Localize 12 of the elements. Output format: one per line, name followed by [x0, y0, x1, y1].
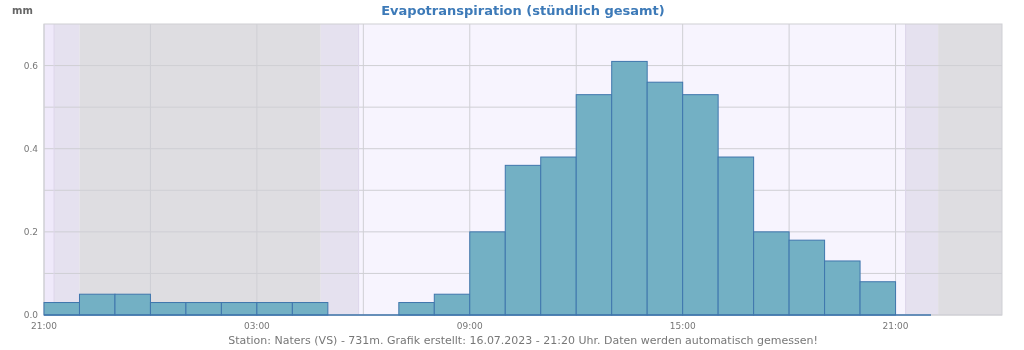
y-tick-label: 0.4 [23, 143, 39, 154]
y-tick-label: 0.0 [23, 310, 39, 321]
chart-title: Evapotranspiration (stündlich gesamt) [381, 3, 665, 18]
y-tick-label: 0.6 [23, 60, 39, 71]
y-axis-title: mm [12, 5, 33, 16]
x-tick-label: 15:00 [669, 321, 696, 331]
y-tick-label: 0.2 [23, 227, 38, 238]
x-tick-label: 03:00 [243, 321, 271, 331]
text: Station: Naters (VS) - 731m. Grafik erstellt: 16.07.2023 - 21:20 Uhr. Daten werden automatisch gemessen! [228, 334, 818, 347]
x-tick-label: 09:00 [456, 321, 484, 331]
x-tick-label: 21:00 [882, 321, 909, 331]
x-tick-label: 21:00 [31, 321, 58, 331]
